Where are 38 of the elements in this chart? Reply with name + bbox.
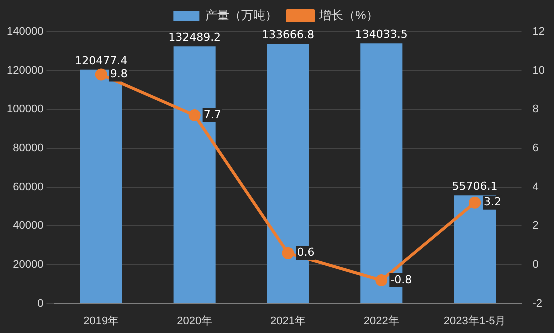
data-label: -0.8 [390, 273, 412, 286]
x-tick-label: 2021年 [270, 315, 306, 328]
y2-tick-label: 12 [532, 26, 546, 38]
data-label: 134033.5 [355, 28, 408, 41]
x-tick-label: 2022年 [364, 315, 400, 328]
y2-tick-label: 4 [532, 181, 539, 194]
y2-tick-label: 6 [532, 142, 539, 155]
data-label: 120477.4 [75, 54, 128, 68]
y-tick-label: 80000 [13, 142, 44, 155]
x-tick-label: 2019年 [84, 315, 120, 328]
y-tick-label: 20000 [13, 259, 44, 272]
data-label: 3.2 [484, 196, 502, 209]
data-label: 133666.8 [262, 28, 314, 42]
data-label: 9.8 [110, 68, 128, 81]
y-tick-label: 60000 [13, 181, 44, 194]
y2-tick-label: -2 [532, 298, 543, 310]
x-tick-label: 2020年 [177, 315, 213, 328]
legend-label: 产量（万吨） [206, 8, 278, 22]
x-tick-label: 2023年1-5月 [444, 315, 506, 328]
y2-tick-label: 2 [532, 220, 539, 232]
y-tick-label: 0 [38, 298, 44, 310]
y2-tick-label: 0 [532, 259, 539, 272]
y-tick-label: 140000 [6, 26, 44, 38]
y-tick-label: 100000 [6, 104, 44, 116]
y2-tick-label: 8 [532, 104, 539, 116]
legend-label: 增长（%） [318, 8, 378, 22]
data-label: 55706.1 [452, 180, 498, 194]
point [188, 109, 201, 122]
y-tick-label: 40000 [13, 220, 44, 232]
point [469, 196, 482, 209]
data-label: 0.6 [297, 246, 315, 260]
data-label: 7.7 [204, 108, 222, 122]
data-label: 132489.2 [168, 30, 222, 44]
point [95, 68, 108, 81]
y-tick-label: 120000 [6, 64, 44, 77]
point [282, 247, 294, 260]
point [376, 274, 388, 287]
y2-tick-label: 10 [532, 64, 546, 77]
